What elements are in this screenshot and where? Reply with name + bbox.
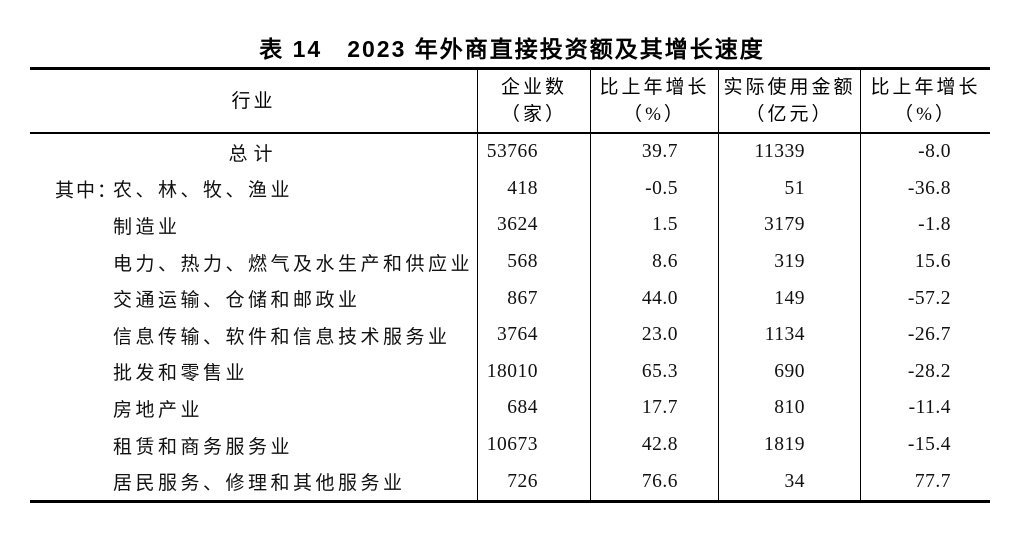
amount-value: 34 bbox=[718, 463, 860, 500]
header-growth-amount-unit: （%） bbox=[894, 104, 957, 125]
header-industry-label: 行业 bbox=[231, 90, 276, 112]
enterprise-growth-value: -0.5 bbox=[590, 170, 718, 208]
amount-growth-value: -15.4 bbox=[860, 426, 990, 464]
industry-label: 信息传输、软件和信息技术服务业 bbox=[113, 326, 451, 348]
header-enterprise-count-unit: （家） bbox=[500, 104, 567, 125]
enterprise-growth-value: 39.7 bbox=[590, 134, 718, 171]
header-growth-enterprises-line1: 比上年增长 bbox=[599, 77, 710, 98]
enterprise-growth-value: 17.7 bbox=[590, 390, 718, 427]
amount-value: 690 bbox=[718, 353, 860, 391]
amount-value: 51 bbox=[718, 170, 860, 208]
among-which-prefix: 其中： bbox=[55, 180, 119, 202]
table-title: 表 14 2023 年外商直接投资额及其增长速度 bbox=[259, 36, 765, 62]
amount-growth-value: -36.8 bbox=[860, 170, 990, 208]
amount-growth-value: 15.6 bbox=[860, 243, 990, 281]
table-row-total: 总计 53766 39.7 11339 -8.0 bbox=[30, 134, 990, 171]
enterprise-count-value: 18010 bbox=[477, 353, 590, 391]
enterprise-growth-value: 65.3 bbox=[590, 353, 718, 391]
amount-growth-value: -26.7 bbox=[860, 316, 990, 354]
amount-value: 319 bbox=[718, 243, 860, 281]
enterprise-count-value: 867 bbox=[477, 280, 590, 317]
table-row-resident-services: 居民服务、修理和其他服务业 726 76.6 34 77.7 bbox=[30, 463, 990, 500]
enterprise-count-value: 568 bbox=[477, 243, 590, 281]
header-actual-amount-unit: （亿元） bbox=[745, 104, 834, 125]
industry-label: 其中： 农、林、牧、渔业 bbox=[30, 175, 477, 202]
fdi-table: 行业 企业数 （家） 比上年增长 （%） 实际使用金额 （亿元） 比上年增长 （… bbox=[30, 67, 990, 503]
amount-value: 810 bbox=[718, 390, 860, 427]
enterprise-growth-value: 44.0 bbox=[590, 280, 718, 317]
enterprise-count-value: 53766 bbox=[477, 134, 590, 171]
enterprise-count-value: 726 bbox=[477, 463, 590, 500]
header-enterprise-count: 企业数 （家） bbox=[477, 70, 590, 132]
industry-label: 总计 bbox=[228, 143, 279, 165]
amount-value: 11339 bbox=[718, 134, 860, 171]
industry-label: 房地产业 bbox=[113, 399, 204, 421]
table-row-manufacturing: 制造业 3624 1.5 3179 -1.8 bbox=[30, 207, 990, 244]
header-industry: 行业 bbox=[30, 70, 477, 132]
header-growth-enterprises-unit: （%） bbox=[623, 104, 686, 125]
amount-value: 149 bbox=[718, 280, 860, 317]
header-growth-amount-line1: 比上年增长 bbox=[870, 77, 981, 98]
table-row-utilities: 电力、热力、燃气及水生产和供应业 568 8.6 319 15.6 bbox=[30, 243, 990, 281]
amount-value: 3179 bbox=[718, 207, 860, 244]
table-row-transport: 交通运输、仓储和邮政业 867 44.0 149 -57.2 bbox=[30, 280, 990, 317]
amount-growth-value: -11.4 bbox=[860, 390, 990, 427]
enterprise-growth-value: 23.0 bbox=[590, 316, 718, 354]
table-row-leasing-business: 租赁和商务服务业 10673 42.8 1819 -15.4 bbox=[30, 426, 990, 464]
amount-growth-value: -8.0 bbox=[860, 134, 990, 171]
industry-label: 交通运输、仓储和邮政业 bbox=[113, 290, 361, 312]
amount-growth-value: 77.7 bbox=[860, 463, 990, 500]
amount-value: 1134 bbox=[718, 316, 860, 354]
enterprise-count-value: 684 bbox=[477, 390, 590, 427]
enterprise-count-value: 3764 bbox=[477, 316, 590, 354]
table-row-real-estate: 房地产业 684 17.7 810 -11.4 bbox=[30, 390, 990, 427]
industry-label: 电力、热力、燃气及水生产和供应业 bbox=[113, 253, 474, 275]
enterprise-count-value: 418 bbox=[477, 170, 590, 208]
table-header-row: 行业 企业数 （家） 比上年增长 （%） 实际使用金额 （亿元） 比上年增长 （… bbox=[30, 70, 990, 134]
industry-label: 居民服务、修理和其他服务业 bbox=[113, 473, 406, 495]
table-row-agriculture: 其中： 农、林、牧、渔业 418 -0.5 51 -36.8 bbox=[30, 170, 990, 208]
amount-growth-value: -28.2 bbox=[860, 353, 990, 391]
amount-growth-value: -57.2 bbox=[860, 280, 990, 317]
enterprise-count-value: 10673 bbox=[477, 426, 590, 464]
industry-label: 租赁和商务服务业 bbox=[113, 436, 294, 458]
header-enterprise-count-line1: 企业数 bbox=[500, 77, 567, 98]
header-actual-amount-line1: 实际使用金额 bbox=[723, 77, 856, 98]
industry-name: 农、林、牧、渔业 bbox=[113, 180, 294, 202]
table-row-wholesale-retail: 批发和零售业 18010 65.3 690 -28.2 bbox=[30, 353, 990, 391]
amount-growth-value: -1.8 bbox=[860, 207, 990, 244]
enterprise-growth-value: 8.6 bbox=[590, 243, 718, 281]
header-actual-amount: 实际使用金额 （亿元） bbox=[718, 70, 860, 132]
enterprise-count-value: 3624 bbox=[477, 207, 590, 244]
enterprise-growth-value: 76.6 bbox=[590, 463, 718, 500]
enterprise-growth-value: 1.5 bbox=[590, 207, 718, 244]
header-growth-amount: 比上年增长 （%） bbox=[860, 70, 990, 132]
industry-label: 批发和零售业 bbox=[113, 363, 249, 385]
industry-label: 制造业 bbox=[113, 216, 181, 238]
table-row-information: 信息传输、软件和信息技术服务业 3764 23.0 1134 -26.7 bbox=[30, 316, 990, 354]
header-growth-enterprises: 比上年增长 （%） bbox=[590, 70, 718, 132]
enterprise-growth-value: 42.8 bbox=[590, 426, 718, 464]
amount-value: 1819 bbox=[718, 426, 860, 464]
